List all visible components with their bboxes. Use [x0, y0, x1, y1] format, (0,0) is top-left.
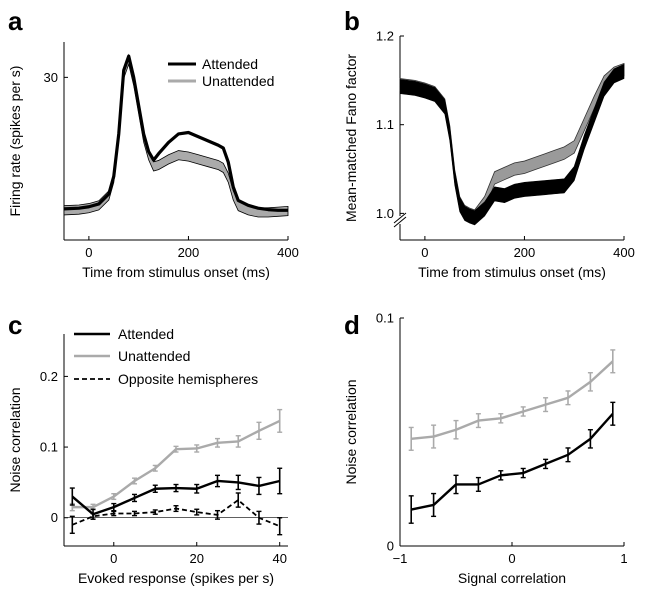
panel-a-letter: a: [8, 6, 23, 36]
panel-c-xtick-label: 0: [110, 551, 117, 566]
panel-c-ytick-label: 0.1: [40, 440, 58, 455]
panel-b-ytick-label: 1.2: [376, 29, 394, 44]
panel-b-y-axis-label: Mean-matched Fano factor: [343, 54, 359, 222]
panel-c-legend: Attended Unattended Opposite hemispheres: [74, 326, 258, 387]
panel-b-series-attended: [399, 63, 625, 226]
panel-c-ytick-label: 0.2: [40, 369, 58, 384]
panel-d-ytick-label: 0: [387, 539, 394, 554]
panel-b-chart: 0 200 400 1.0 1.1 1.2 Time from stimulus onset…: [343, 29, 635, 281]
panel-c-series-opposite-hemispheres: [69, 492, 283, 536]
panel-c-series-unattended-line: [72, 419, 281, 509]
panel-d-y-axis-label: Noise correlation: [343, 379, 359, 484]
panel-d-letter: d: [344, 310, 360, 340]
panel-a-series-attended: [63, 54, 288, 212]
panel-d-series-attended-line: [410, 412, 614, 511]
panel-c-y-axis-label: Noise correlation: [7, 387, 23, 492]
legend-label-opposite-hemispheres: Opposite hemispheres: [118, 371, 258, 387]
legend-label-attended: Attended: [118, 326, 174, 342]
panel-b-x-axis-label: Time from stimulus onset (ms): [418, 264, 606, 280]
legend-label-unattended: Unattended: [202, 73, 274, 89]
panel-b-axis-break-mark-2: [393, 216, 407, 228]
panel-d-series-attended: [408, 401, 616, 524]
panel-c-series-unattended: [69, 408, 283, 512]
panel-d-series-unattended-line: [411, 360, 614, 441]
panel-d-ytick-label: 0.1: [376, 311, 394, 326]
panel-a-xtick-label: 400: [277, 245, 299, 260]
panel-b-xtick-label: 0: [421, 245, 428, 260]
panel-d-xtick-label: 1: [620, 551, 627, 566]
panel-b-axis-break-mark-1: [393, 212, 407, 224]
panel-d-x-axis-label: Signal correlation: [458, 570, 566, 586]
panel-b-letter: b: [344, 6, 360, 36]
panel-a-ytick-label: 30: [44, 70, 58, 85]
panel-b-ytick-label: 1.1: [376, 117, 394, 132]
panel-a-x-axis-label: Time from stimulus onset (ms): [82, 264, 270, 280]
panel-a-xtick-label: 200: [178, 245, 200, 260]
panel-d-xtick-label: −1: [393, 551, 408, 566]
panel-c-xtick-label: 20: [190, 551, 204, 566]
panel-c-series-attended: [69, 467, 283, 520]
panel-d-xtick-label: 0: [508, 551, 515, 566]
panel-c-xtick-label: 40: [272, 551, 286, 566]
panel-a-xtick-label: 0: [85, 245, 92, 260]
legend-label-attended: Attended: [202, 56, 258, 72]
panel-c-chart: 0 20 40 0 0.1 0.2 Evoked response (spikes per …: [7, 326, 288, 586]
panel-a-y-axis-label: Firing rate (spikes per s): [7, 66, 23, 217]
panel-b-ytick-label: 1.0: [376, 206, 394, 221]
panel-c-letter: c: [8, 310, 22, 340]
legend-label-unattended: Unattended: [118, 348, 190, 364]
panel-a-chart: 0 200 400 30 Time from stimulus onset (ms) Fi…: [7, 42, 299, 280]
panel-b-xtick-label: 200: [514, 245, 536, 260]
panel-c-series-opposite-hemispheres-line: [71, 499, 281, 528]
panel-c-ytick-label: 0: [51, 510, 58, 525]
panel-d-series-unattended: [408, 349, 616, 451]
panel-b-xtick-label: 400: [613, 245, 635, 260]
panel-c-x-axis-label: Evoked response (spikes per s): [78, 570, 274, 586]
